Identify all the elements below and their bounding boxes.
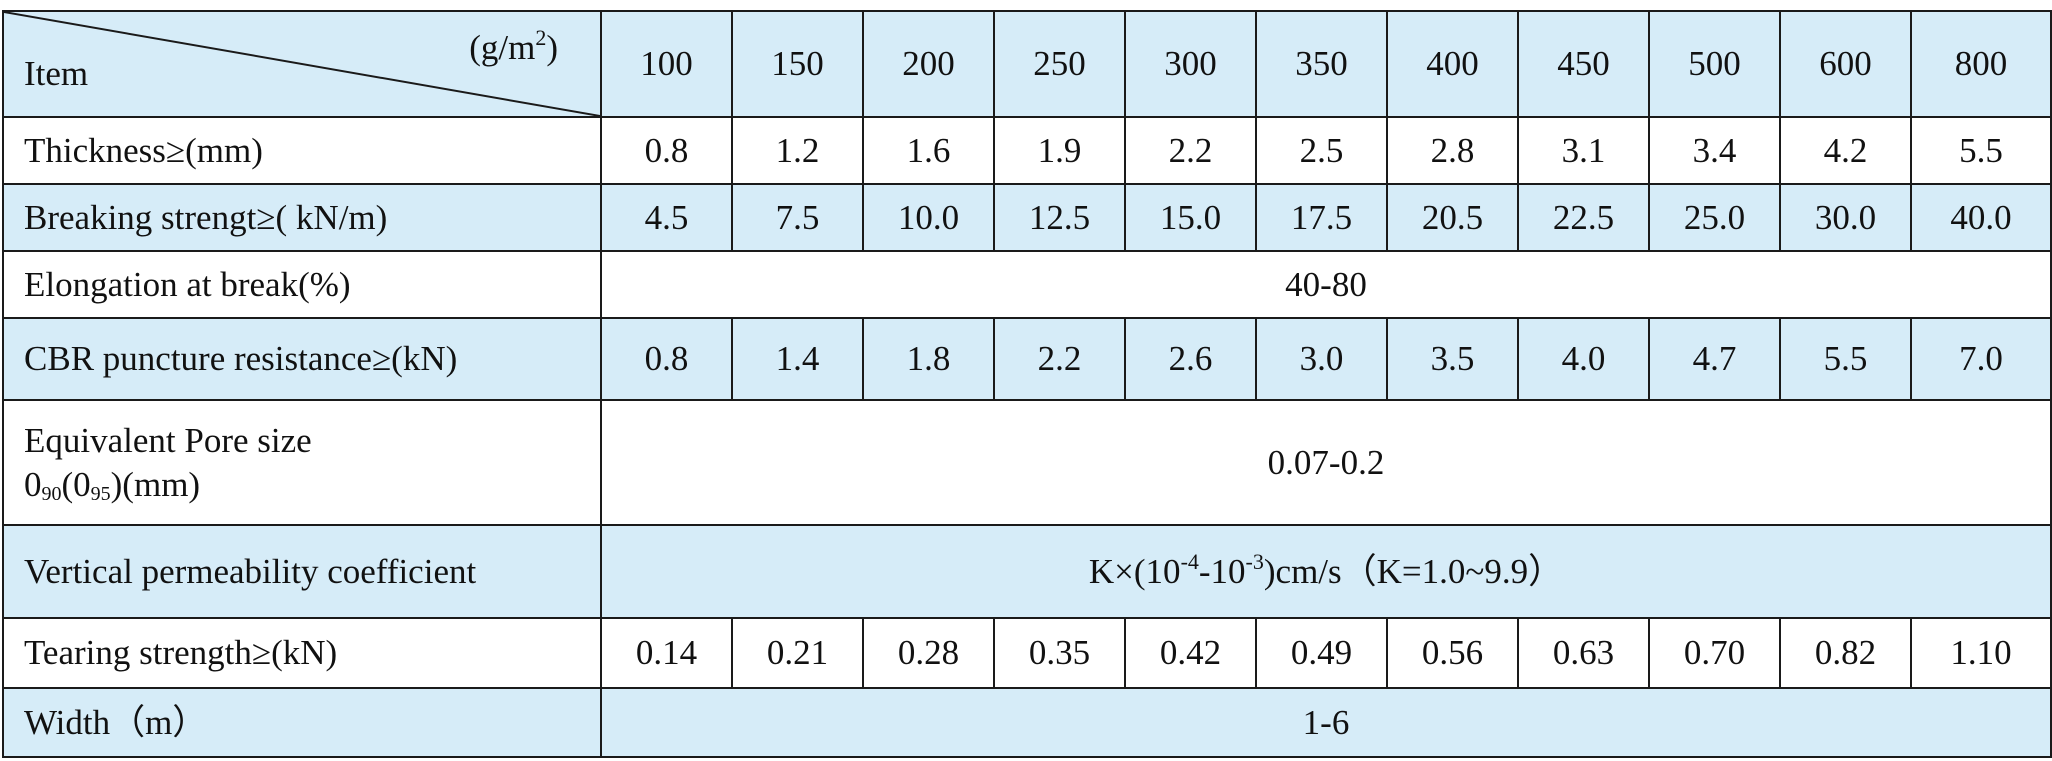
weight-header: 200 bbox=[862, 10, 995, 118]
cbr-value: 3.5 bbox=[1386, 317, 1519, 401]
cbr-value: 0.8 bbox=[600, 317, 733, 401]
specification-table: Item (g/m2) 100 150 200 250 300 350 400 … bbox=[2, 10, 2052, 758]
permeability-value: K×(10-4-10-3)cm/s（K=1.0~9.9） bbox=[600, 524, 2052, 619]
weight-header: 250 bbox=[993, 10, 1126, 118]
breaking-strength-value: 25.0 bbox=[1648, 183, 1781, 252]
breaking-strength-row: Breaking strengt≥( kN/m) 4.5 7.5 10.0 12… bbox=[2, 183, 2052, 252]
cbr-value: 4.7 bbox=[1648, 317, 1781, 401]
weight-header: 800 bbox=[1910, 10, 2052, 118]
tearing-strength-row: Tearing strength≥(kN) 0.14 0.21 0.28 0.3… bbox=[2, 617, 2052, 689]
item-header-label: Item bbox=[24, 54, 89, 93]
tearing-strength-value: 1.10 bbox=[1910, 617, 2052, 689]
tearing-strength-value: 0.49 bbox=[1255, 617, 1388, 689]
pore-size-row: Equivalent Pore size 090(095)(mm) 0.07-0.… bbox=[2, 399, 2052, 526]
permeability-label: Vertical permeability coefficient bbox=[2, 524, 602, 619]
thickness-value: 0.8 bbox=[600, 116, 733, 185]
tearing-strength-value: 0.42 bbox=[1124, 617, 1257, 689]
cbr-value: 1.8 bbox=[862, 317, 995, 401]
breaking-strength-value: 12.5 bbox=[993, 183, 1126, 252]
thickness-value: 5.5 bbox=[1910, 116, 2052, 185]
thickness-row: Thickness≥(mm) 0.8 1.2 1.6 1.9 2.2 2.5 2… bbox=[2, 116, 2052, 185]
breaking-strength-value: 22.5 bbox=[1517, 183, 1650, 252]
tearing-strength-value: 0.56 bbox=[1386, 617, 1519, 689]
cbr-value: 2.2 bbox=[993, 317, 1126, 401]
tearing-strength-value: 0.21 bbox=[731, 617, 864, 689]
tearing-strength-label: Tearing strength≥(kN) bbox=[2, 617, 602, 689]
thickness-value: 4.2 bbox=[1779, 116, 1912, 185]
breaking-strength-value: 15.0 bbox=[1124, 183, 1257, 252]
header-row: Item (g/m2) 100 150 200 250 300 350 400 … bbox=[2, 10, 2052, 118]
thickness-value: 2.2 bbox=[1124, 116, 1257, 185]
cbr-value: 4.0 bbox=[1517, 317, 1650, 401]
breaking-strength-value: 17.5 bbox=[1255, 183, 1388, 252]
breaking-strength-value: 4.5 bbox=[600, 183, 733, 252]
tearing-strength-value: 0.82 bbox=[1779, 617, 1912, 689]
thickness-value: 1.2 bbox=[731, 116, 864, 185]
cbr-label: CBR puncture resistance≥(kN) bbox=[2, 317, 602, 401]
diagonal-divider bbox=[4, 12, 600, 116]
pore-size-label: Equivalent Pore size 090(095)(mm) bbox=[2, 399, 602, 526]
weight-header: 600 bbox=[1779, 10, 1912, 118]
elongation-value: 40-80 bbox=[600, 250, 2052, 319]
width-label: Width（m） bbox=[2, 687, 602, 758]
cbr-row: CBR puncture resistance≥(kN) 0.8 1.4 1.8… bbox=[2, 317, 2052, 401]
weight-header: 300 bbox=[1124, 10, 1257, 118]
breaking-strength-value: 10.0 bbox=[862, 183, 995, 252]
permeability-row: Vertical permeability coefficient K×(10-… bbox=[2, 524, 2052, 619]
thickness-label: Thickness≥(mm) bbox=[2, 116, 602, 185]
cbr-value: 2.6 bbox=[1124, 317, 1257, 401]
weight-header: 100 bbox=[600, 10, 733, 118]
weight-header: 350 bbox=[1255, 10, 1388, 118]
tearing-strength-value: 0.28 bbox=[862, 617, 995, 689]
weight-header: 150 bbox=[731, 10, 864, 118]
tearing-strength-value: 0.14 bbox=[600, 617, 733, 689]
breaking-strength-value: 20.5 bbox=[1386, 183, 1519, 252]
cbr-value: 1.4 bbox=[731, 317, 864, 401]
width-value: 1-6 bbox=[600, 687, 2052, 758]
tearing-strength-value: 0.70 bbox=[1648, 617, 1781, 689]
pore-size-value: 0.07-0.2 bbox=[600, 399, 2052, 526]
thickness-value: 1.9 bbox=[993, 116, 1126, 185]
width-row: Width（m） 1-6 bbox=[2, 687, 2052, 758]
header-corner-cell: Item (g/m2) bbox=[2, 10, 602, 118]
cbr-value: 3.0 bbox=[1255, 317, 1388, 401]
tearing-strength-value: 0.35 bbox=[993, 617, 1126, 689]
breaking-strength-label: Breaking strengt≥( kN/m) bbox=[2, 183, 602, 252]
thickness-value: 1.6 bbox=[862, 116, 995, 185]
elongation-row: Elongation at break(%) 40-80 bbox=[2, 250, 2052, 319]
thickness-value: 3.1 bbox=[1517, 116, 1650, 185]
elongation-label: Elongation at break(%) bbox=[2, 250, 602, 319]
breaking-strength-value: 40.0 bbox=[1910, 183, 2052, 252]
thickness-value: 2.8 bbox=[1386, 116, 1519, 185]
weight-header: 500 bbox=[1648, 10, 1781, 118]
breaking-strength-value: 7.5 bbox=[731, 183, 864, 252]
cbr-value: 5.5 bbox=[1779, 317, 1912, 401]
unit-header-label: (g/m2) bbox=[469, 25, 558, 68]
tearing-strength-value: 0.63 bbox=[1517, 617, 1650, 689]
weight-header: 450 bbox=[1517, 10, 1650, 118]
thickness-value: 2.5 bbox=[1255, 116, 1388, 185]
weight-header: 400 bbox=[1386, 10, 1519, 118]
thickness-value: 3.4 bbox=[1648, 116, 1781, 185]
breaking-strength-value: 30.0 bbox=[1779, 183, 1912, 252]
cbr-value: 7.0 bbox=[1910, 317, 2052, 401]
